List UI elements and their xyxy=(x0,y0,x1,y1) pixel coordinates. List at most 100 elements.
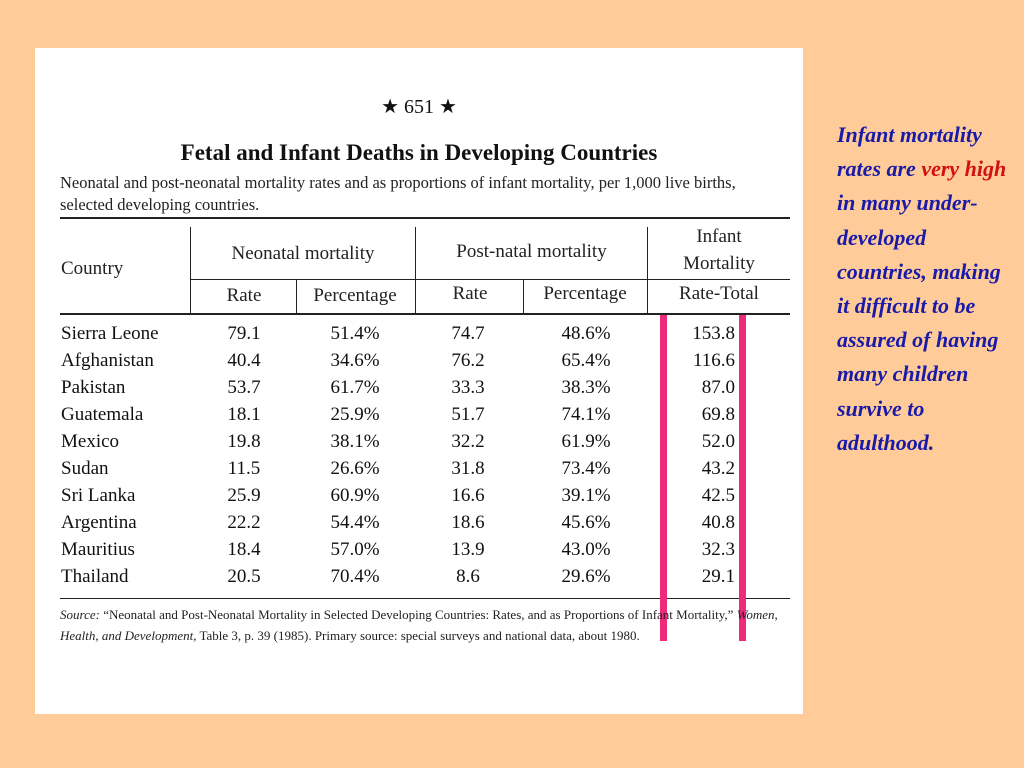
cell-country: Mexico xyxy=(61,431,120,452)
header-postnatal: Post-natal mortality xyxy=(456,241,607,262)
cell-postnatal-percentage: 45.6% xyxy=(561,512,611,533)
header-neonatal: Neonatal mortality xyxy=(231,243,375,264)
cell-rate-total: 42.5 xyxy=(701,485,735,506)
cell-rate-total: 69.8 xyxy=(701,404,735,425)
cell-postnatal-rate: 76.2 xyxy=(451,350,485,371)
cell-neonatal-rate: 53.7 xyxy=(227,377,261,398)
cell-country: Pakistan xyxy=(61,377,126,398)
side-text-part1: Infant mortality rates are xyxy=(837,122,982,182)
source-label: Source: xyxy=(60,607,100,622)
cell-neonatal-rate: 18.4 xyxy=(227,539,261,560)
column-divider xyxy=(190,227,191,313)
cell-postnatal-percentage: 74.1% xyxy=(561,404,611,425)
cell-rate-total: 32.3 xyxy=(701,539,735,560)
column-divider xyxy=(296,279,297,313)
cell-country: Afghanistan xyxy=(61,350,154,371)
header-postnatal-rate: Rate xyxy=(452,283,488,304)
cell-neonatal-percentage: 34.6% xyxy=(330,350,380,371)
header-neonatal-rate: Rate xyxy=(226,285,262,306)
header-neonatal-percentage: Percentage xyxy=(313,285,397,306)
column-divider xyxy=(523,279,524,313)
cell-postnatal-rate: 74.7 xyxy=(451,323,485,344)
cell-postnatal-rate: 51.7 xyxy=(451,404,485,425)
cell-rate-total: 153.8 xyxy=(692,323,735,344)
cell-country: Sri Lanka xyxy=(61,485,136,506)
source-publication: Women, Health, and Development, xyxy=(60,607,778,643)
cell-neonatal-percentage: 26.6% xyxy=(330,458,380,479)
table-title: Fetal and Infant Deaths in Developing Co… xyxy=(180,140,658,165)
subheader-rule xyxy=(190,279,790,280)
highlight-bar-right xyxy=(739,315,746,641)
cell-neonatal-rate: 11.5 xyxy=(227,458,261,479)
cell-neonatal-rate: 22.2 xyxy=(227,512,261,533)
cell-postnatal-rate: 18.6 xyxy=(451,512,485,533)
header-infant-line1: Infant xyxy=(696,226,742,247)
cell-rate-total: 116.6 xyxy=(692,350,735,371)
table-subtitle: Neonatal and post-neonatal mortality rat… xyxy=(60,173,736,214)
cell-postnatal-rate: 8.6 xyxy=(456,566,480,587)
table-row: Sudan 11.5 26.6% 31.8 73.4% 43.2 xyxy=(35,458,803,485)
table-row: Argentina 22.2 54.4% 18.6 45.6% 40.8 xyxy=(35,512,803,539)
table-row: Mexico 19.8 38.1% 32.2 61.9% 52.0 xyxy=(35,431,803,458)
cell-neonatal-rate: 79.1 xyxy=(227,323,261,344)
cell-neonatal-percentage: 57.0% xyxy=(330,539,380,560)
table-row: Guatemala 18.1 25.9% 51.7 74.1% 69.8 xyxy=(35,404,803,431)
cell-postnatal-percentage: 38.3% xyxy=(561,377,611,398)
table-row: Mauritius 18.4 57.0% 13.9 43.0% 32.3 xyxy=(35,539,803,566)
highlight-bar-left xyxy=(660,315,667,641)
cell-postnatal-percentage: 61.9% xyxy=(561,431,611,452)
cell-postnatal-percentage: 65.4% xyxy=(561,350,611,371)
table-row: Afghanistan 40.4 34.6% 76.2 65.4% 116.6 xyxy=(35,350,803,377)
table-row: Sri Lanka 25.9 60.9% 16.6 39.1% 42.5 xyxy=(35,485,803,512)
cell-postnatal-rate: 33.3 xyxy=(451,377,485,398)
table-row: Sierra Leone 79.1 51.4% 74.7 48.6% 153.8 xyxy=(35,323,803,350)
top-rule xyxy=(60,217,790,219)
cell-rate-total: 52.0 xyxy=(701,431,735,452)
source-text: “Neonatal and Post-Neonatal Mortality in… xyxy=(103,607,734,622)
cell-postnatal-percentage: 43.0% xyxy=(561,539,611,560)
cell-postnatal-rate: 16.6 xyxy=(451,485,485,506)
cell-country: Sierra Leone xyxy=(61,323,159,344)
page-number: ★ 651 ★ xyxy=(381,96,457,118)
scanned-table-page: ★ 651 ★ Fetal and Infant Deaths in Devel… xyxy=(35,48,803,714)
table-row: Thailand 20.5 70.4% 8.6 29.6% 29.1 xyxy=(35,566,803,593)
cell-postnatal-percentage: 29.6% xyxy=(561,566,611,587)
cell-postnatal-percentage: 73.4% xyxy=(561,458,611,479)
column-divider xyxy=(647,227,648,313)
cell-country: Thailand xyxy=(61,566,129,587)
cell-country: Guatemala xyxy=(61,404,144,425)
cell-country: Argentina xyxy=(61,512,137,533)
column-divider xyxy=(415,227,416,313)
cell-rate-total: 87.0 xyxy=(701,377,735,398)
header-country: Country xyxy=(61,258,124,279)
source-text-continued: Table 3, p. 39 (1985). Primary source: s… xyxy=(199,628,640,643)
cell-neonatal-percentage: 54.4% xyxy=(330,512,380,533)
cell-country: Sudan xyxy=(61,458,109,479)
table-row: Pakistan 53.7 61.7% 33.3 38.3% 87.0 xyxy=(35,377,803,404)
cell-neonatal-percentage: 60.9% xyxy=(330,485,380,506)
cell-neonatal-rate: 20.5 xyxy=(227,566,261,587)
cell-rate-total: 40.8 xyxy=(701,512,735,533)
header-rate-total: Rate-Total xyxy=(679,283,759,304)
header-bottom-rule xyxy=(60,313,790,315)
cell-neonatal-percentage: 51.4% xyxy=(330,323,380,344)
side-text-part2: in many under-developed countries, makin… xyxy=(837,190,1001,455)
side-commentary: Infant mortality rates are very high in … xyxy=(837,118,1007,460)
cell-postnatal-rate: 13.9 xyxy=(451,539,485,560)
cell-rate-total: 43.2 xyxy=(701,458,735,479)
cell-country: Mauritius xyxy=(61,539,135,560)
source-note: Source: “Neonatal and Post-Neonatal Mort… xyxy=(60,604,790,646)
cell-rate-total: 29.1 xyxy=(701,566,735,587)
bottom-rule xyxy=(60,598,790,599)
cell-neonatal-percentage: 61.7% xyxy=(330,377,380,398)
cell-neonatal-rate: 19.8 xyxy=(227,431,261,452)
cell-postnatal-rate: 32.2 xyxy=(451,431,485,452)
cell-postnatal-rate: 31.8 xyxy=(451,458,485,479)
cell-postnatal-percentage: 39.1% xyxy=(561,485,611,506)
cell-neonatal-percentage: 25.9% xyxy=(330,404,380,425)
header-infant-line2: Mortality xyxy=(683,253,755,274)
cell-neonatal-percentage: 70.4% xyxy=(330,566,380,587)
side-text-emphasis: very high xyxy=(921,156,1007,182)
cell-neonatal-rate: 25.9 xyxy=(227,485,261,506)
cell-neonatal-rate: 18.1 xyxy=(227,404,261,425)
